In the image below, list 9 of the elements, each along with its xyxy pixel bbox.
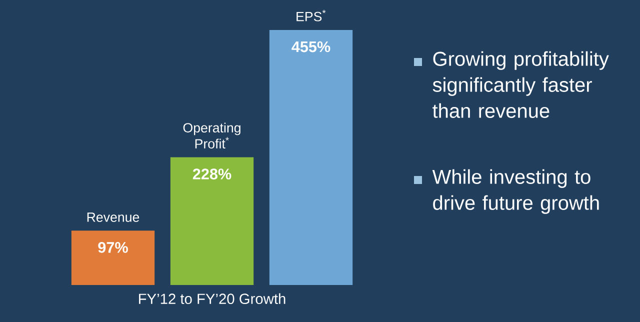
x-axis-title: FY’12 to FY’20 Growth	[139, 293, 286, 304]
x-tick-label: Revenue	[87, 212, 140, 222]
text: Growing profitability significantly faster than revenue	[432, 51, 609, 118]
data-label: 228%	[192, 168, 232, 180]
text: While investing to drive future growth	[432, 169, 599, 214]
data-label: 455%	[292, 41, 330, 52]
data-label: 97%	[98, 242, 128, 253]
x-tick-label: Operating Profit$^{*}$	[183, 122, 240, 148]
x-tick-label: EPS$^{*}$	[296, 10, 326, 22]
